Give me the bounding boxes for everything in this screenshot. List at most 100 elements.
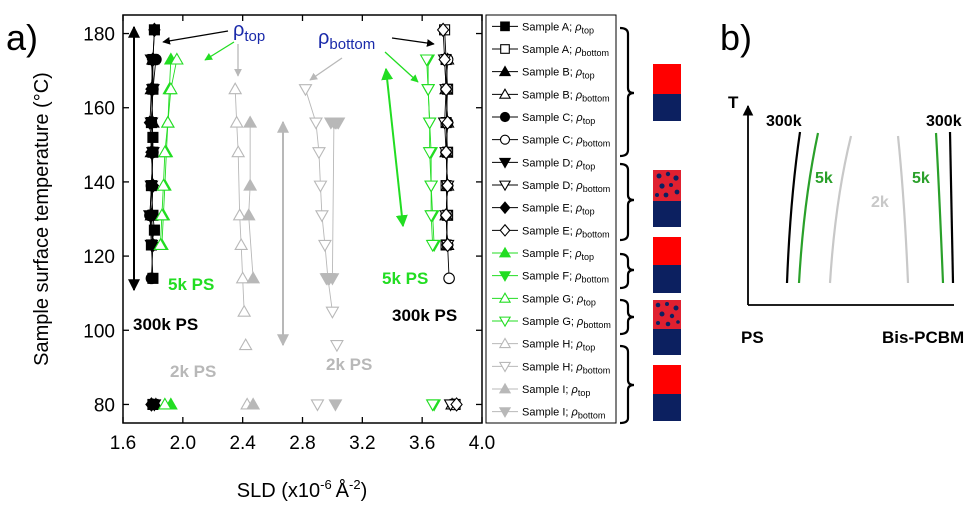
- rho-bottom-label: ρbottom: [318, 27, 375, 53]
- legend-marker: [498, 88, 512, 99]
- legend-label: Sample G; ρbottom: [522, 316, 611, 330]
- data-point: [157, 397, 172, 410]
- data-point: [153, 237, 168, 251]
- x-tick-label: 2.8: [289, 433, 315, 454]
- y-tick-label: 80: [94, 395, 115, 416]
- brace-group-hi: [619, 344, 635, 425]
- curve-label-300k-right: 300k: [926, 113, 962, 130]
- legend-entry: Sample A; ρbottom: [492, 44, 609, 58]
- legend-marker: [498, 180, 512, 192]
- y-tick-label: 140: [83, 173, 115, 194]
- legend-entry: Sample C; ρtop: [492, 111, 595, 126]
- data-point: [235, 271, 250, 284]
- legend-label: Sample A; ρtop: [522, 21, 594, 35]
- legend-marker: [498, 271, 512, 282]
- brace-group-g: [619, 298, 635, 336]
- y-tick-label: 180: [83, 25, 115, 46]
- data-point: [424, 210, 439, 223]
- data-point: [145, 397, 158, 412]
- curve-2k-left: [828, 135, 853, 284]
- series-line: [248, 122, 254, 279]
- legend-marker: [499, 134, 511, 145]
- curve-label-5k-left: 5k: [815, 170, 833, 187]
- data-point: [228, 82, 243, 95]
- data-point: [163, 82, 178, 95]
- data-point: [422, 147, 437, 160]
- data-point: [317, 239, 332, 253]
- data-point: [246, 397, 261, 410]
- data-point: [425, 239, 440, 253]
- legend-marker: [498, 157, 512, 169]
- bilayer-schematics: [653, 64, 681, 421]
- curve-5k-right: [934, 132, 945, 284]
- data-point: [148, 22, 161, 38]
- data-point: [310, 399, 325, 412]
- legend-entry: Sample H; ρtop: [492, 337, 595, 353]
- x-tick-label: 3.2: [349, 433, 375, 454]
- data-point: [145, 144, 158, 160]
- legend-marker: [498, 407, 512, 418]
- curve-300k-right: [948, 131, 955, 284]
- data-point: [145, 272, 158, 285]
- legend-entry: Sample E; ρtop: [492, 201, 595, 217]
- legend-label: Sample I; ρtop: [522, 384, 590, 398]
- data-point: [436, 22, 450, 38]
- data-point: [147, 131, 159, 143]
- data-point: [246, 271, 261, 284]
- data-point: [309, 117, 323, 130]
- legend-entry: Sample D; ρtop: [492, 157, 595, 171]
- legend-label: Sample D; ρbottom: [522, 180, 610, 194]
- brace-group-ab: [619, 26, 635, 158]
- label-300k-ps-left: 300k PS: [133, 315, 198, 334]
- data-point: [234, 237, 249, 251]
- legend-marker: [500, 21, 510, 32]
- bilayer-ab: [653, 64, 681, 121]
- rho-top-label: ρtop: [233, 19, 265, 45]
- legend-marker: [498, 65, 512, 77]
- label-300k-ps-right: 300k PS: [392, 306, 457, 325]
- data-point: [238, 338, 253, 351]
- x-tick-label: 3.6: [409, 433, 435, 454]
- bilayer-ce: [653, 170, 681, 227]
- data-point: [325, 306, 340, 319]
- data-point: [439, 81, 453, 97]
- curve-300k-left: [785, 131, 802, 284]
- x-tick-label: 2.4: [229, 433, 256, 454]
- curve-label-5k-right: 5k: [912, 170, 930, 187]
- legend-marker: [498, 382, 512, 394]
- data-point: [237, 304, 252, 317]
- legend-marker: [498, 246, 512, 258]
- label-5k-ps-left: 5k PS: [168, 275, 214, 294]
- y-tick-label: 100: [83, 321, 115, 342]
- y-axis-label: Sample surface temperature (°C): [31, 72, 53, 366]
- data-point: [329, 340, 344, 353]
- data-point: [243, 115, 258, 128]
- legend-label: Sample H; ρtop: [522, 339, 595, 353]
- brace-group-f: [619, 252, 635, 290]
- legend-entry: Sample E; ρbottom: [492, 223, 610, 239]
- label-2k-ps-right: 2k PS: [326, 355, 372, 374]
- legend-label: Sample D; ρtop: [522, 157, 595, 171]
- bilayer-g: [653, 300, 681, 355]
- rho-top-pointer-black: [162, 30, 229, 45]
- legend-marker: [500, 44, 510, 54]
- data-point: [241, 208, 256, 221]
- series-markers: [142, 22, 463, 412]
- bilayer-f: [653, 237, 681, 293]
- label-2k-ps-left: 2k PS: [170, 362, 216, 381]
- panel-b-schematic: T PS Bis-PCBM 300k 5k 2k 5k 300k: [728, 93, 964, 347]
- y-tick-label: 160: [83, 99, 115, 120]
- panel-b-bispcbm-label: Bis-PCBM: [882, 328, 964, 347]
- legend-entry: Sample G; ρtop: [492, 292, 596, 307]
- bilayer-hi: [653, 365, 681, 421]
- series-line: [326, 122, 339, 279]
- legend-entry: Sample G; ρbottom: [492, 316, 611, 330]
- x-axis-label: SLD (x10-6 Å-2): [237, 477, 368, 502]
- panel-b-letter: b): [720, 17, 752, 58]
- data-point: [154, 208, 169, 221]
- legend-marker: [499, 111, 511, 123]
- legend-marker: [499, 201, 511, 215]
- legend-label: Sample G; ρtop: [522, 293, 596, 307]
- data-point: [243, 178, 258, 191]
- data-point: [313, 180, 328, 193]
